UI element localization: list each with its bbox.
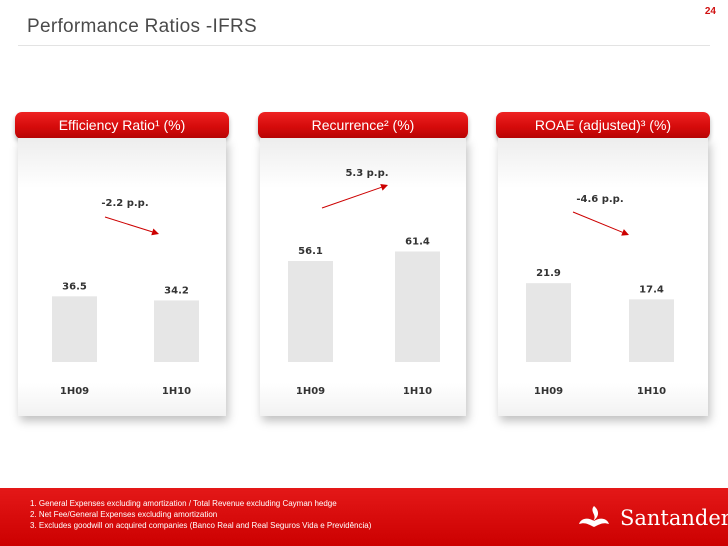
efficiency-ratio-chart: 36.5 1H09 34.2 1H10 -2.2 p.p. bbox=[18, 138, 226, 416]
roae-value-label-2: 17.4 bbox=[639, 284, 664, 295]
efficiency-category-label-2: 1H10 bbox=[162, 386, 191, 397]
roae-trend-arrow bbox=[572, 211, 623, 233]
efficiency-delta-label: -2.2 p.p. bbox=[101, 198, 148, 209]
roae-title: ROAE (adjusted)³ (%) bbox=[534, 117, 672, 133]
efficiency-trend-arrow bbox=[104, 216, 153, 233]
roae-category-label-1: 1H09 bbox=[534, 386, 563, 397]
recurrence-bar-1 bbox=[288, 261, 333, 362]
roae-bar-2 bbox=[629, 299, 674, 362]
efficiency-value-label-2: 34.2 bbox=[164, 285, 189, 296]
efficiency-bar-1 bbox=[52, 296, 97, 362]
recurrence-value-label-2: 61.4 bbox=[405, 236, 430, 247]
brand-name: Santander bbox=[620, 506, 728, 530]
roae-category-label-2: 1H10 bbox=[637, 386, 666, 397]
recurrence-title: Recurrence² (%) bbox=[311, 117, 415, 133]
efficiency-ratio-svg: 36.5 1H09 34.2 1H10 -2.2 p.p. bbox=[52, 198, 199, 397]
recurrence-value-label-1: 56.1 bbox=[298, 246, 323, 257]
footer-bar: 1. General Expenses excluding amortizati… bbox=[0, 488, 728, 546]
page-title: Performance Ratios -IFRS bbox=[27, 16, 257, 37]
recurrence-chart: 56.1 1H09 61.4 1H10 5.3 p.p. bbox=[260, 138, 466, 416]
footnote-2: 2. Net Fee/General Expenses excluding am… bbox=[30, 510, 218, 519]
recurrence-header: Recurrence² (%) bbox=[258, 112, 468, 139]
santander-logo: Santander bbox=[576, 504, 728, 534]
efficiency-ratio-title: Efficiency Ratio¹ (%) bbox=[58, 117, 186, 133]
recurrence-trend-arrow bbox=[321, 186, 382, 209]
roae-delta-label: -4.6 p.p. bbox=[576, 194, 623, 205]
recurrence-delta-label: 5.3 p.p. bbox=[345, 168, 388, 179]
roae-svg: 21.9 1H09 17.4 1H10 -4.6 p.p. bbox=[526, 194, 674, 397]
efficiency-trend-arrowhead bbox=[151, 228, 159, 236]
recurrence-trend-arrowhead bbox=[380, 183, 388, 191]
page-number: 24 bbox=[704, 6, 716, 17]
recurrence-category-label-2: 1H10 bbox=[403, 386, 432, 397]
efficiency-value-label-1: 36.5 bbox=[62, 281, 87, 292]
recurrence-bar-2 bbox=[395, 251, 440, 362]
footnote-3: 3. Excludes goodwill on acquired compani… bbox=[30, 521, 372, 530]
efficiency-bar-2 bbox=[154, 300, 199, 362]
efficiency-category-label-1: 1H09 bbox=[60, 386, 89, 397]
efficiency-ratio-header: Efficiency Ratio¹ (%) bbox=[15, 112, 229, 139]
roae-header: ROAE (adjusted)³ (%) bbox=[496, 112, 710, 139]
roae-bar-1 bbox=[526, 283, 571, 362]
recurrence-svg: 56.1 1H09 61.4 1H10 5.3 p.p. bbox=[288, 168, 440, 397]
footnote-1: 1. General Expenses excluding amortizati… bbox=[30, 499, 337, 508]
roae-trend-arrowhead bbox=[621, 229, 629, 236]
recurrence-category-label-1: 1H09 bbox=[296, 386, 325, 397]
footnotes: 1. General Expenses excluding amortizati… bbox=[30, 498, 371, 531]
title-divider bbox=[18, 45, 710, 46]
roae-chart: 21.9 1H09 17.4 1H10 -4.6 p.p. bbox=[498, 138, 708, 416]
santander-flame-icon bbox=[579, 506, 609, 527]
roae-value-label-1: 21.9 bbox=[536, 268, 561, 279]
